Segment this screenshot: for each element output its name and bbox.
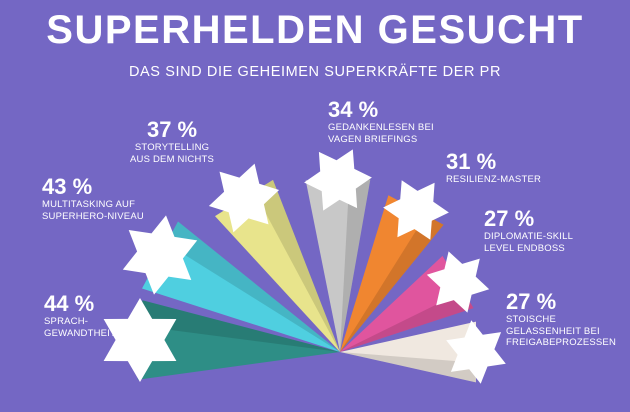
category-label-3: 37 % STORYTELLING AUS DEM NICHTS — [130, 118, 214, 165]
category-label-7: 27 % STOISCHE GELASSENHEIT BEI FREIGABEPROZ… — [506, 290, 616, 349]
category-text: GEDANKENLESEN BEI VAGEN BRIEFINGS — [328, 122, 434, 145]
star-icon-7 — [446, 320, 506, 384]
category-text: DIPLOMATIE-SKILL LEVEL ENDBOSS — [484, 231, 574, 254]
star-icon-1 — [103, 298, 177, 382]
value-label: 31 % — [446, 149, 497, 174]
value-label: 43 % — [42, 174, 93, 199]
star-icon-3 — [208, 163, 280, 233]
ray-shade-7 — [340, 352, 476, 383]
ray-shade-1 — [140, 300, 340, 352]
category-label-1: 44 % SPRACH- GEWANDTHEIT — [44, 292, 116, 339]
value-label: 37 % — [146, 117, 198, 142]
category-label-2: 43 % MULTITASKING AUF SUPERHERO-NIVEAU — [42, 175, 144, 222]
star-icon-6 — [426, 251, 490, 313]
ray-shade-4 — [340, 179, 371, 352]
ray-shade-6 — [340, 291, 474, 352]
page-title: SUPERHELDEN GESUCHT — [46, 8, 584, 52]
category-text: SPRACH- GEWANDTHEIT — [44, 316, 117, 339]
ray-bar-2 — [142, 221, 340, 352]
ray-bar-7 — [340, 321, 476, 383]
value-label: 34 % — [328, 97, 379, 122]
category-text: MULTITASKING AUF SUPERHERO-NIVEAU — [42, 199, 144, 222]
ray-shade-2 — [166, 221, 340, 352]
category-text: RESILIENZ-MASTER — [446, 174, 542, 185]
ray-bar-1 — [137, 300, 340, 380]
ray-bar-3 — [215, 179, 340, 352]
value-label: 44 % — [44, 291, 95, 316]
value-label: 27 % — [506, 289, 557, 314]
star-icon-5 — [383, 180, 449, 240]
ray-bar-4 — [305, 179, 371, 352]
category-label-5: 31 % RESILIENZ-MASTER — [446, 150, 541, 186]
category-text: STORYTELLING AUS DEM NICHTS — [130, 142, 215, 165]
ray-shade-5 — [340, 215, 444, 352]
star-icon-2 — [122, 215, 198, 295]
category-text: STOISCHE GELASSENHEIT BEI FREIGABEPROZESSE… — [506, 314, 617, 348]
category-label-4: 34 % GEDANKENLESEN BEI VAGEN BRIEFINGS — [328, 98, 434, 145]
category-label-6: 27 % DIPLOMATIE-SKILL LEVEL ENDBOSS — [484, 207, 573, 254]
ray-bar-5 — [340, 195, 444, 352]
page-subtitle: DAS SIND DIE GEHEIMEN SUPERKRÄFTE DER PR — [128, 64, 502, 80]
ray-shade-3 — [254, 179, 340, 352]
value-label: 27 % — [484, 206, 535, 231]
star-icon-4 — [304, 149, 372, 211]
